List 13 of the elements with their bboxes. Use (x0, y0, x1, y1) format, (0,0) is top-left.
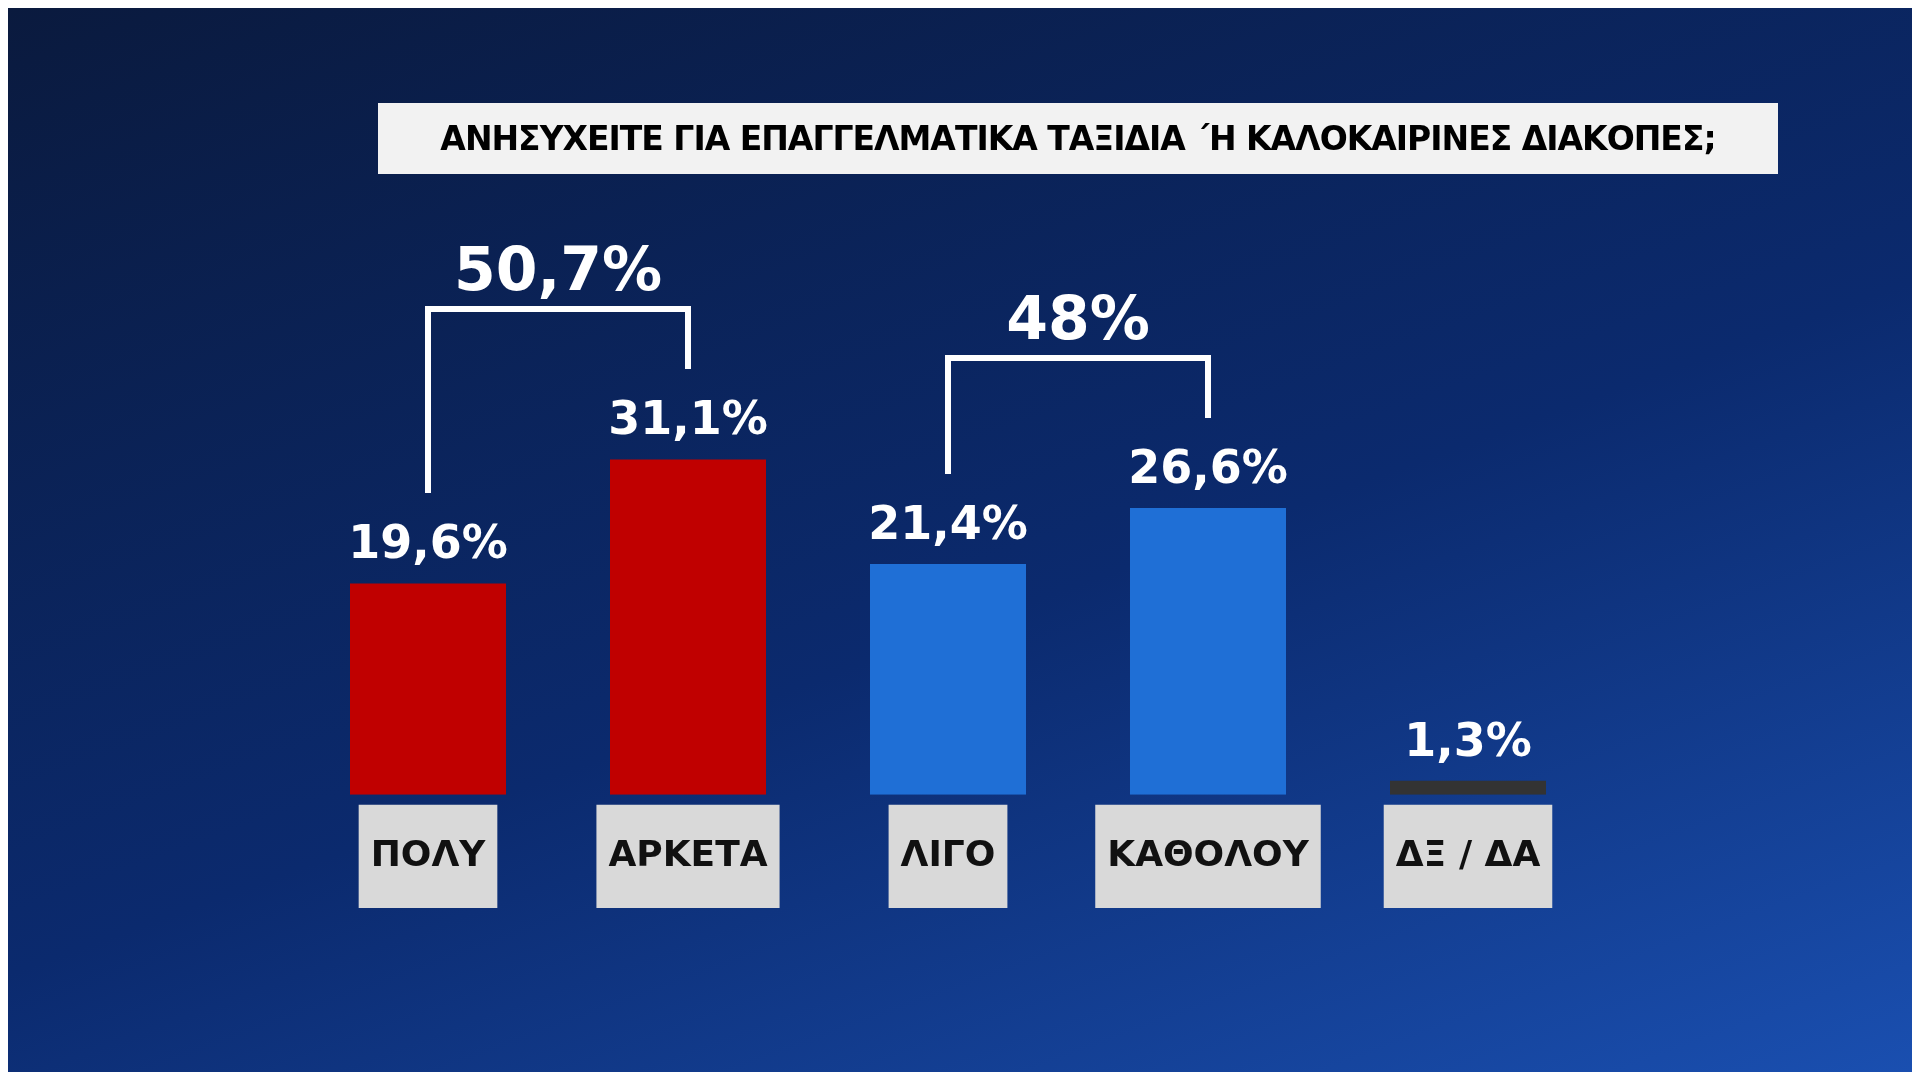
chart-title: ΑΝΗΣΥΧΕΙΤΕ ΓΙΑ ΕΠΑΓΓΕΛΜΑΤΙΚΑ ΤΑΞΙΔΙΑ ΄Η ΚΑΛΟΚΑΙΡΙΝΕΣ ΔΙΑΚΟΠΕΣ; (378, 103, 1778, 174)
data-label: 21,4% (868, 496, 1028, 551)
data-label: 19,6% (348, 515, 508, 570)
x-tick-label: ΔΞ / ΔΑ (1395, 832, 1541, 874)
x-tick-label: ΠΟΛΥ (370, 832, 487, 874)
data-label: 1,3% (1404, 712, 1532, 767)
text: 48% (1005, 283, 1151, 353)
x-tick-label: ΚΑΘΟΛΟΥ (1107, 832, 1310, 874)
x-tick-label: ΛΙΓΟ (900, 832, 996, 874)
x-tick-label: ΑΡΚΕΤΑ (608, 832, 768, 874)
text: 50,7% (452, 234, 664, 305)
data-label: 26,6% (1128, 439, 1288, 494)
data-label: 31,1% (608, 391, 768, 446)
